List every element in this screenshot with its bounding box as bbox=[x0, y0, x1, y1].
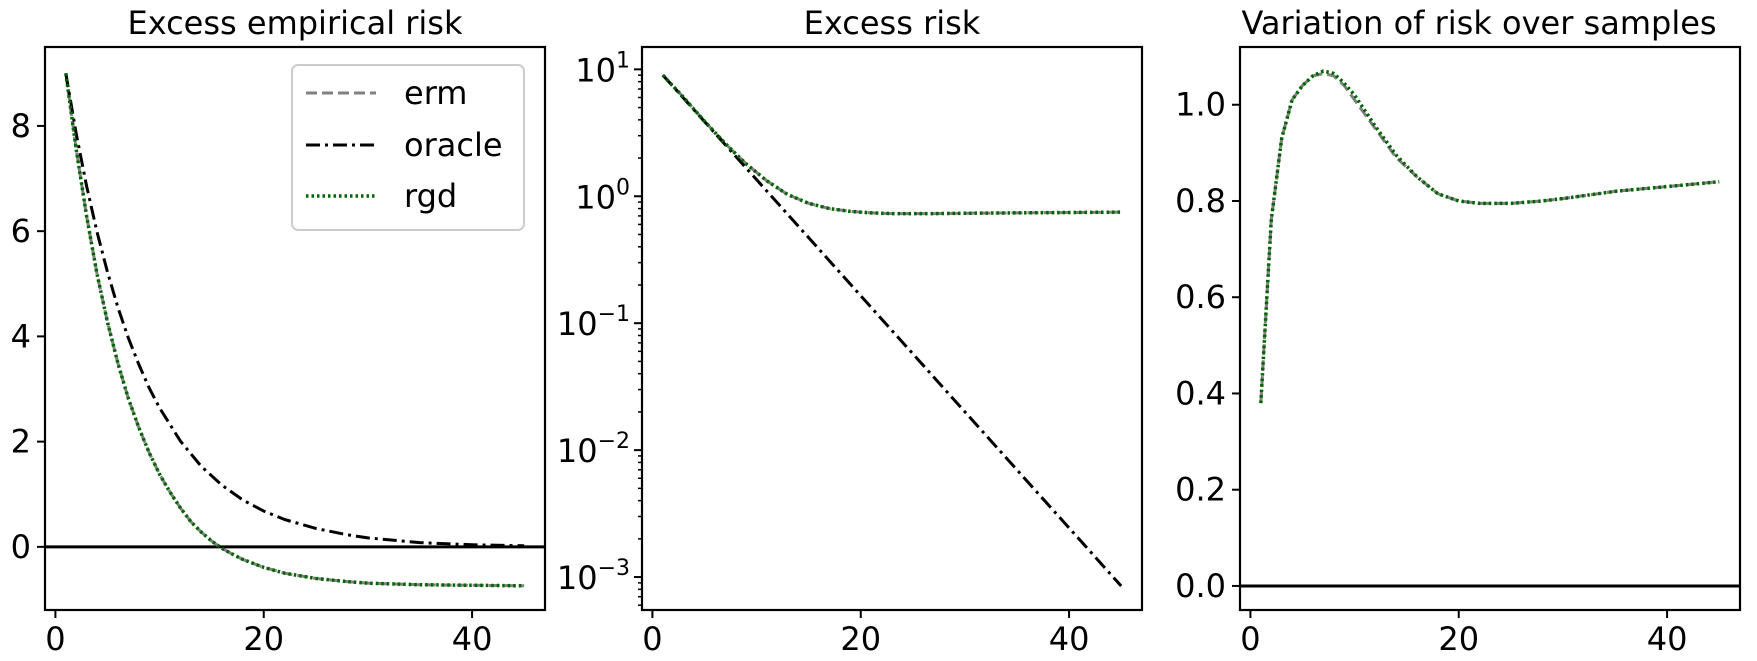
y-tick-label: 4 bbox=[11, 317, 31, 355]
legend-label-rgd: rgd bbox=[404, 177, 457, 215]
series-line-erm bbox=[661, 74, 1122, 216]
x-tick-label: 40 bbox=[1049, 620, 1090, 658]
x-tick-label: 0 bbox=[1240, 620, 1260, 658]
series-line-oracle bbox=[661, 74, 1123, 588]
y-tick-label: 0.6 bbox=[1175, 278, 1226, 316]
legend-box bbox=[291, 64, 525, 231]
y-tick-label: 10−2 bbox=[557, 429, 630, 470]
y-tick-label: 0.4 bbox=[1175, 374, 1226, 412]
y-tick-label: 100 bbox=[575, 175, 630, 216]
series-line-rgd bbox=[64, 73, 525, 588]
x-tick-label: 40 bbox=[452, 620, 493, 658]
title-variation-of-risk: Variation of risk over samples bbox=[1241, 4, 1716, 42]
plot-area-excess-empirical-risk: 0 20 40 0 2 4 6 8 bbox=[11, 73, 545, 658]
axes-frame-excess-empirical-risk bbox=[43, 45, 547, 612]
series-line-oracle bbox=[64, 73, 525, 548]
x-tick-label: 20 bbox=[1438, 620, 1479, 658]
y-tick-label: 1.0 bbox=[1175, 86, 1226, 124]
legend-label-oracle: oracle bbox=[404, 126, 503, 164]
x-tick-label: 0 bbox=[642, 620, 662, 658]
series-line-rgd bbox=[1259, 69, 1720, 404]
y-tick-label: 0.2 bbox=[1175, 471, 1226, 509]
x-tick-label: 40 bbox=[1647, 620, 1688, 658]
axes-frame-excess-risk bbox=[640, 45, 1144, 612]
series-line-rgd bbox=[661, 73, 1122, 216]
plot-area-excess-risk: 0 20 40 10−3 10−2 10−1 100 101 bbox=[557, 48, 1123, 658]
y-tick-label: 2 bbox=[11, 423, 31, 461]
legend: erm oracle rgd bbox=[291, 64, 525, 231]
plot-area-variation-of-risk: 0 20 40 0.0 0.2 0.4 0.6 0.8 1.0 bbox=[1175, 69, 1740, 658]
legend-label-erm: erm bbox=[404, 74, 467, 112]
y-tick-label: 8 bbox=[11, 107, 31, 145]
x-tick-label: 20 bbox=[840, 620, 881, 658]
x-tick-label: 0 bbox=[45, 620, 65, 658]
x-tick-label: 20 bbox=[243, 620, 284, 658]
axes-frame-variation-of-risk bbox=[1238, 45, 1742, 612]
y-tick-label: 0.0 bbox=[1175, 567, 1226, 605]
y-tick-label: 10−1 bbox=[557, 302, 630, 343]
y-tick-label: 101 bbox=[575, 48, 630, 89]
panel-excess-risk: Excess risk 0 20 40 10−3 10−2 10−1 100 101 bbox=[557, 4, 1144, 658]
y-tick-label: 6 bbox=[11, 212, 31, 250]
series-line-erm bbox=[1259, 71, 1720, 404]
panel-variation-of-risk: Variation of risk over samples 0 20 400.00… bbox=[1175, 4, 1742, 658]
y-tick-label: 0 bbox=[11, 528, 31, 566]
y-tick-label: 10−3 bbox=[557, 556, 630, 597]
title-excess-risk: Excess risk bbox=[804, 4, 981, 42]
panel-excess-empirical-risk: Excess empirical risk 0 20 40 0 2 4 6 8 erm ora… bbox=[11, 4, 547, 658]
title-excess-empirical-risk: Excess empirical risk bbox=[127, 4, 462, 42]
y-tick-label: 0.8 bbox=[1175, 182, 1226, 220]
